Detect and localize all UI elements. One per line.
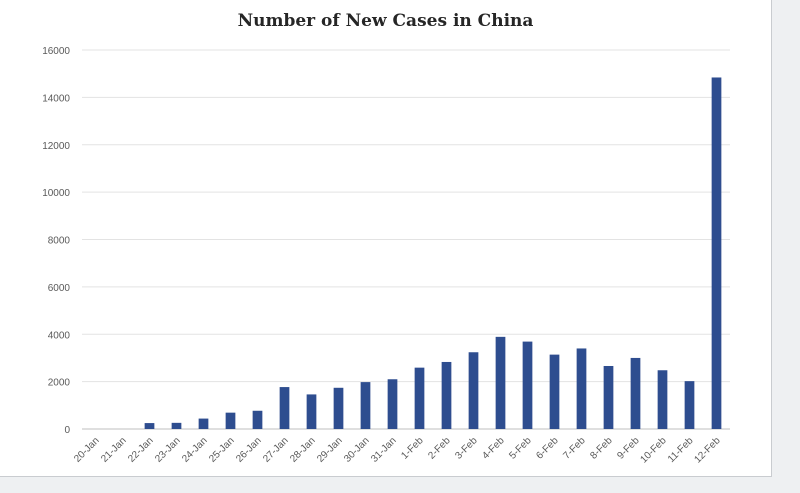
x-tick-label: 4-Feb xyxy=(480,435,507,462)
x-tick-label: 25-Jan xyxy=(207,435,236,464)
x-tick-label: 3-Feb xyxy=(453,435,480,462)
x-tick-label: 28-Jan xyxy=(288,435,317,464)
bar xyxy=(414,367,425,429)
bar xyxy=(711,77,722,429)
bar xyxy=(252,410,263,429)
x-tick-label: 7-Feb xyxy=(561,435,588,462)
y-tick-label: 2000 xyxy=(48,378,71,389)
x-tick-label: 1-Feb xyxy=(399,435,426,462)
y-tick-label: 12000 xyxy=(42,141,70,152)
x-tick-label: 23-Jan xyxy=(153,435,182,464)
bar xyxy=(279,387,290,429)
x-tick-label: 11-Feb xyxy=(666,435,696,465)
bar xyxy=(684,381,695,429)
x-tick-label: 10-Feb xyxy=(638,435,668,465)
bar xyxy=(225,412,236,429)
x-tick-label: 24-Jan xyxy=(180,435,209,464)
bar xyxy=(576,348,587,429)
bar xyxy=(630,357,641,429)
x-tick-label: 6-Feb xyxy=(534,435,561,462)
x-tick-label: 22-Jan xyxy=(126,435,155,464)
x-tick-label: 27-Jan xyxy=(261,435,290,464)
x-tick-label: 29-Jan xyxy=(315,435,344,464)
y-tick-label: 4000 xyxy=(48,330,71,341)
bar xyxy=(657,370,668,429)
x-tick-label: 30-Jan xyxy=(342,435,371,464)
y-tick-label: 6000 xyxy=(48,283,71,294)
bar xyxy=(387,379,398,429)
bar xyxy=(603,365,614,429)
chart-panel: Number of New Cases in China 0 2000 4000 60… xyxy=(0,0,772,477)
bar xyxy=(171,422,182,429)
y-tick-label: 16000 xyxy=(42,46,70,57)
bar xyxy=(549,354,560,429)
x-tick-label: 8-Feb xyxy=(588,435,615,462)
bar xyxy=(495,336,506,429)
x-tick-label: 2-Feb xyxy=(426,435,453,462)
bar xyxy=(360,382,371,429)
y-tick-label: 8000 xyxy=(48,236,71,247)
bar-chart: 0 2000 4000 6000 8000 10000 12000 14000 16000 20-… xyxy=(42,46,730,466)
chart-title: Number of New Cases in China xyxy=(237,11,534,31)
bar xyxy=(522,341,533,429)
y-tick-label: 10000 xyxy=(42,188,70,199)
bar xyxy=(306,394,317,429)
x-tick-label: 20-Jan xyxy=(72,435,101,464)
x-tick-label: 5-Feb xyxy=(507,435,534,462)
y-tick-label: 14000 xyxy=(42,93,70,104)
y-tick-label: 0 xyxy=(64,425,70,436)
x-tick-label: 31-Jan xyxy=(369,435,398,464)
x-tick-label: 21-Jan xyxy=(99,435,128,464)
bar xyxy=(144,423,155,429)
bar xyxy=(468,352,479,429)
bar xyxy=(198,418,209,429)
bar xyxy=(441,361,452,429)
bar xyxy=(333,387,344,429)
x-tick-label: 12-Feb xyxy=(692,435,722,465)
x-tick-label: 26-Jan xyxy=(234,435,263,464)
